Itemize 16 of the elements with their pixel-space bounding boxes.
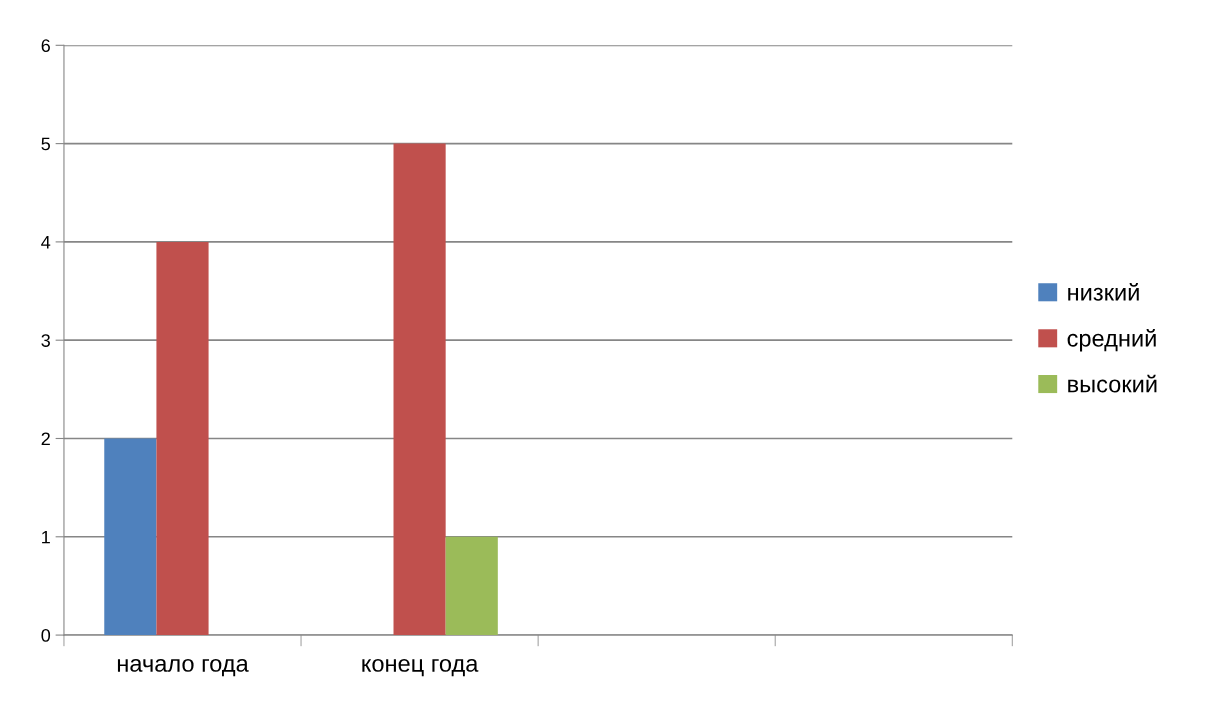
y-tick-label: 4 [41,236,51,249]
x-tick-label: конец года [362,658,479,677]
y-tick-label: 5 [41,137,51,151]
y-tick-label: 1 [42,530,50,544]
legend-label: средний [1067,328,1156,352]
legend-label: высокий [1068,374,1157,393]
y-tick-label: 6 [41,39,50,53]
y-tick-label: 2 [41,432,50,446]
bar [393,143,446,636]
bar [445,536,498,636]
bar [104,438,157,636]
y-tick-label: 3 [41,334,50,347]
legend-label: низкий [1068,282,1139,301]
y-tick-label: 0 [41,629,51,642]
x-tick-label: начало года [117,658,249,677]
bar [156,241,209,636]
